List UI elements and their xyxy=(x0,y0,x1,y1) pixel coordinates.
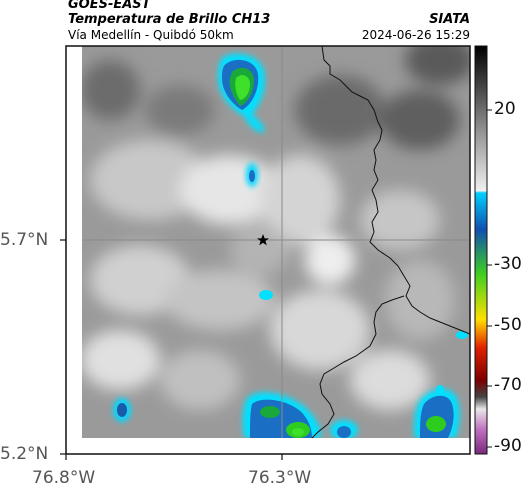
satellite-label: GOES-EAST xyxy=(68,0,151,12)
convective-cell-north xyxy=(218,53,265,133)
colorbar-tick-minus-30: -30 xyxy=(494,254,522,274)
convective-cell-south-east xyxy=(414,385,460,438)
convective-cell-small-2 xyxy=(259,290,273,300)
brightness-temperature-map xyxy=(82,46,470,438)
convective-cell-south-center xyxy=(330,420,358,438)
product-title: Temperatura de Brillo CH13 xyxy=(68,12,271,27)
colorbar xyxy=(474,45,492,455)
region-subtitle: Vía Medellín - Quibdó 50km xyxy=(68,28,234,42)
lat-tick-5-2: 5.2°N xyxy=(0,444,49,464)
lon-tick-76-3: 76.3°W xyxy=(248,468,312,488)
colorbar-tick-minus-50: -50 xyxy=(494,315,522,335)
convective-cell-south-west xyxy=(113,398,131,422)
convective-cell-small-1 xyxy=(246,163,258,187)
timestamp-label: 2024-06-26 15:29 xyxy=(361,28,470,42)
colorbar-tick-20: 20 xyxy=(494,99,516,119)
organization-label: SIATA xyxy=(429,12,470,27)
lat-tick-5-7: 5.7°N xyxy=(0,230,49,250)
location-star-marker xyxy=(257,234,269,246)
colorbar-tick-minus-70: -70 xyxy=(494,375,522,395)
convective-cell-small-3 xyxy=(456,331,468,339)
boundary-line xyxy=(311,46,470,438)
colorbar-tick-minus-90: -90 xyxy=(494,436,522,456)
lon-tick-76-8: 76.8°W xyxy=(32,468,96,488)
map-frame xyxy=(65,45,471,455)
